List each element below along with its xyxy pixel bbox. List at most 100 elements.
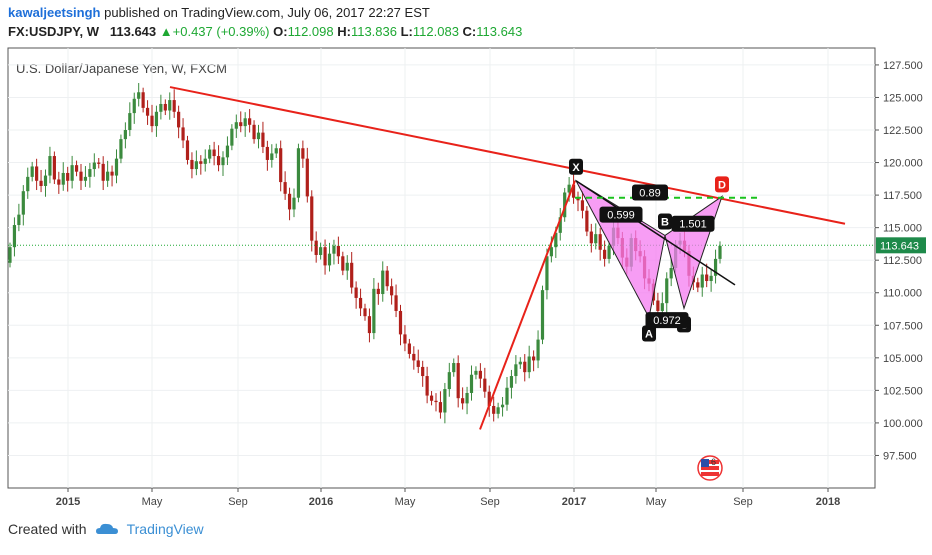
candle-body: [345, 262, 349, 271]
y-tick-label: 125.000: [883, 92, 923, 104]
candle: [412, 346, 416, 370]
y-tick-label: 122.500: [883, 125, 923, 137]
candle: [8, 242, 12, 268]
candle-body: [35, 166, 39, 181]
candle-body: [603, 249, 607, 259]
candle-body: [665, 278, 669, 304]
candle: [429, 391, 434, 406]
candle-body: [718, 245, 722, 259]
candle: [665, 272, 669, 314]
pattern-point-badge: [658, 213, 672, 230]
flag-icon[interactable]: 6: [697, 455, 723, 481]
candle: [265, 140, 269, 171]
candle: [487, 385, 491, 417]
candle-body: [354, 287, 358, 298]
candle-body: [385, 270, 389, 287]
candle-body: [234, 122, 238, 129]
chart-title: U.S. Dollar/Japanese Yen, W, FXCM: [16, 61, 227, 76]
candle: [669, 258, 673, 287]
candle: [57, 171, 61, 194]
candle: [718, 241, 722, 264]
candle: [132, 92, 136, 124]
candle-body: [540, 290, 545, 340]
y-axis: 97.500 100.000 102.500 105.000 107.500 110.00…: [875, 60, 923, 462]
candle: [137, 83, 141, 107]
ratio-label: 0.972: [653, 315, 681, 327]
low-label: L:: [400, 24, 413, 39]
candle: [17, 203, 21, 232]
tradingview-link[interactable]: TradingView: [126, 521, 204, 537]
candle-body: [381, 270, 385, 295]
pattern-triangle-xab: [574, 179, 666, 319]
candle-body: [216, 156, 221, 166]
y-tick-label: 117.500: [883, 190, 922, 202]
candle: [221, 151, 225, 176]
candle: [128, 102, 132, 137]
candle: [478, 363, 482, 388]
candle-body: [571, 184, 576, 198]
candle: [545, 248, 549, 300]
candle: [154, 105, 159, 137]
candle: [101, 156, 105, 191]
candle-body: [106, 171, 110, 181]
candle-body: [594, 234, 598, 244]
candle-body: [509, 376, 514, 388]
candle: [452, 358, 456, 377]
candle: [141, 87, 145, 113]
candle-body: [456, 363, 460, 399]
candle-body: [505, 387, 509, 405]
candle-body: [372, 288, 376, 334]
candle-body: [549, 247, 553, 257]
candle: [514, 355, 518, 384]
publish-info: kawaljeetsingh published on TradingView.…: [8, 5, 430, 20]
candle: [39, 169, 43, 193]
candle-body: [159, 103, 163, 112]
pattern-point-label: B: [661, 216, 669, 228]
candle: [159, 94, 163, 120]
candle-body: [474, 370, 478, 375]
candle-body: [443, 389, 447, 413]
open-value: 112.098: [287, 24, 334, 39]
candle-body: [514, 364, 518, 377]
candle-body: [70, 165, 74, 181]
candle: [177, 105, 181, 139]
candle-body: [461, 398, 465, 404]
x-tick-label: May: [142, 496, 163, 508]
candle-body: [398, 310, 403, 335]
candle: [700, 266, 704, 297]
candle: [88, 162, 92, 188]
candle: [274, 143, 278, 158]
candle-body: [132, 98, 136, 114]
plot-frame: [7, 47, 876, 489]
candle-body: [61, 172, 65, 185]
candle: [74, 160, 79, 177]
high-label: H:: [337, 24, 351, 39]
candle-body: [208, 149, 212, 159]
candle-body: [8, 247, 12, 263]
candle-body: [314, 240, 318, 255]
candle: [234, 114, 238, 138]
symbol-label: FX:USDJPY, W: [8, 24, 100, 39]
candle: [310, 190, 314, 252]
candle: [527, 345, 531, 379]
candle-body: [696, 282, 700, 288]
candle-body: [221, 157, 225, 166]
author-link[interactable]: kawaljeetsingh: [8, 5, 101, 20]
candle-body: [700, 274, 704, 288]
candle: [385, 266, 389, 291]
candle: [181, 118, 185, 149]
x-tick-label: 2017: [562, 496, 586, 508]
candle: [212, 141, 216, 166]
x-tick-label: May: [646, 496, 667, 508]
candle: [563, 187, 567, 222]
candle-body: [83, 176, 88, 181]
candle: [190, 152, 194, 179]
candle: [713, 249, 718, 284]
candle: [66, 166, 70, 192]
candle-body: [57, 179, 61, 185]
candle: [239, 111, 243, 133]
candle: [199, 155, 203, 175]
candle-body: [212, 149, 216, 157]
